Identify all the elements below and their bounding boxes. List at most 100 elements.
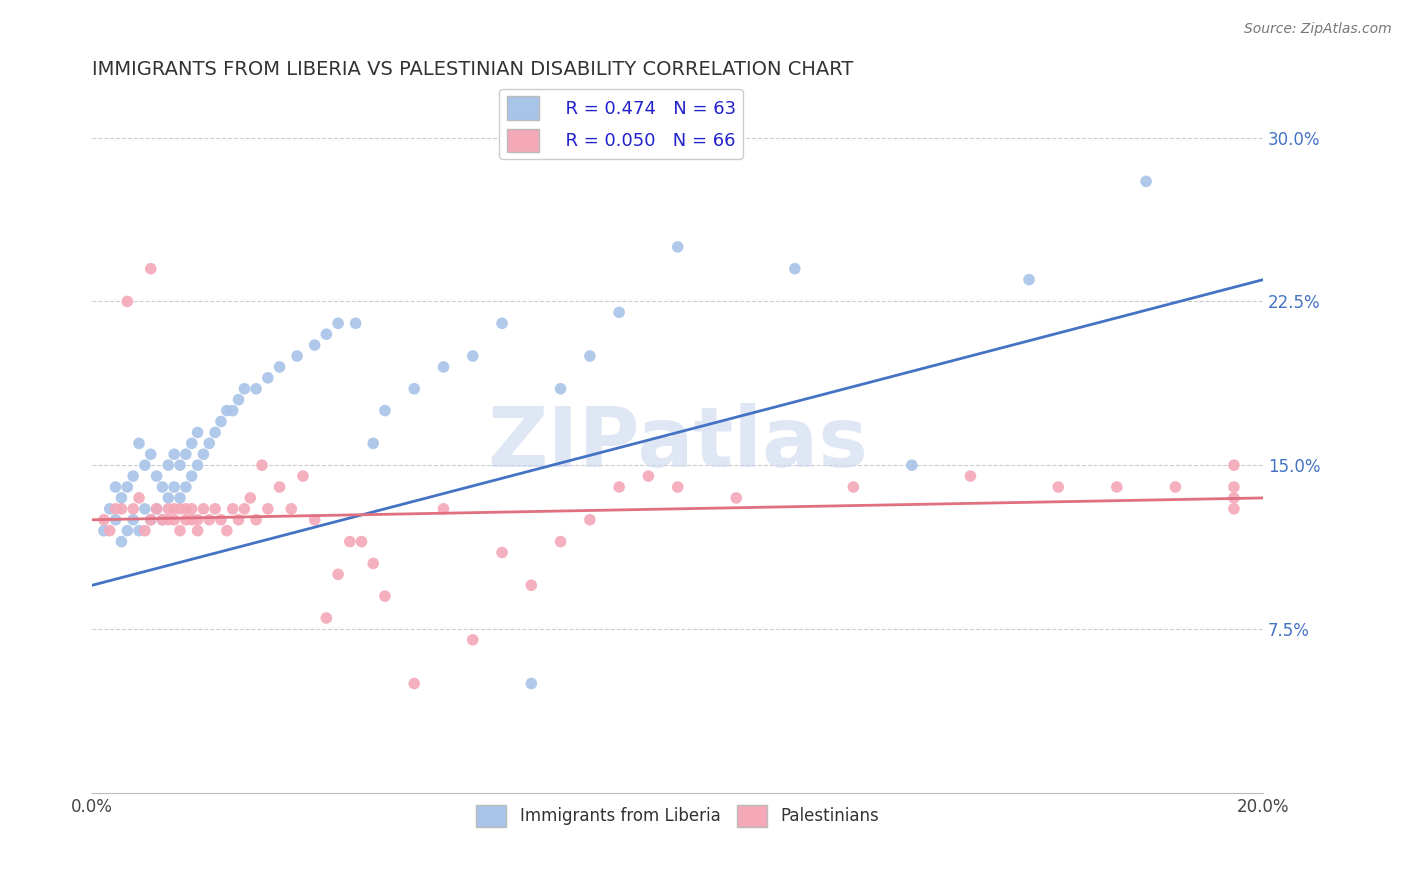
Point	[285, 349, 308, 363]
Point	[139, 447, 162, 461]
Point	[104, 513, 127, 527]
Point	[139, 261, 162, 276]
Point	[326, 567, 349, 582]
Point	[842, 480, 865, 494]
Point	[520, 676, 543, 690]
Point	[1223, 491, 1246, 505]
Point	[193, 447, 215, 461]
Point	[1105, 480, 1128, 494]
Point	[344, 316, 367, 330]
Point	[1164, 480, 1187, 494]
Point	[959, 469, 981, 483]
Point	[139, 513, 162, 527]
Point	[174, 513, 197, 527]
Point	[461, 349, 484, 363]
Point	[550, 534, 572, 549]
Point	[228, 392, 250, 407]
Point	[174, 501, 197, 516]
Point	[901, 458, 924, 473]
Legend: Immigrants from Liberia, Palestinians: Immigrants from Liberia, Palestinians	[470, 798, 886, 833]
Point	[304, 513, 326, 527]
Point	[245, 382, 267, 396]
Point	[725, 491, 748, 505]
Point	[117, 294, 139, 309]
Point	[209, 415, 232, 429]
Point	[269, 480, 291, 494]
Point	[117, 480, 139, 494]
Point	[139, 513, 162, 527]
Point	[93, 513, 115, 527]
Point	[250, 458, 273, 473]
Point	[666, 240, 689, 254]
Point	[134, 524, 156, 538]
Point	[169, 524, 191, 538]
Point	[152, 513, 174, 527]
Point	[187, 458, 209, 473]
Text: IMMIGRANTS FROM LIBERIA VS PALESTINIAN DISABILITY CORRELATION CHART: IMMIGRANTS FROM LIBERIA VS PALESTINIAN D…	[93, 60, 853, 78]
Point	[404, 676, 426, 690]
Point	[145, 501, 167, 516]
Point	[98, 501, 121, 516]
Point	[550, 382, 572, 396]
Point	[204, 425, 226, 440]
Point	[1047, 480, 1070, 494]
Point	[122, 501, 145, 516]
Point	[245, 513, 267, 527]
Point	[163, 501, 186, 516]
Point	[1223, 501, 1246, 516]
Point	[637, 469, 659, 483]
Point	[222, 501, 245, 516]
Point	[128, 524, 150, 538]
Point	[134, 501, 156, 516]
Point	[163, 480, 186, 494]
Point	[110, 534, 132, 549]
Text: Source: ZipAtlas.com: Source: ZipAtlas.com	[1244, 22, 1392, 37]
Point	[157, 513, 180, 527]
Point	[152, 480, 174, 494]
Point	[122, 469, 145, 483]
Point	[180, 436, 202, 450]
Point	[361, 557, 384, 571]
Point	[1223, 458, 1246, 473]
Point	[233, 382, 256, 396]
Point	[198, 436, 221, 450]
Point	[104, 501, 127, 516]
Point	[579, 349, 602, 363]
Point	[404, 382, 426, 396]
Point	[491, 545, 513, 559]
Point	[187, 524, 209, 538]
Point	[169, 458, 191, 473]
Point	[315, 327, 337, 342]
Point	[110, 501, 132, 516]
Point	[491, 316, 513, 330]
Point	[169, 501, 191, 516]
Point	[228, 513, 250, 527]
Point	[326, 316, 349, 330]
Point	[222, 403, 245, 417]
Point	[269, 359, 291, 374]
Point	[432, 359, 454, 374]
Point	[291, 469, 314, 483]
Point	[180, 513, 202, 527]
Point	[461, 632, 484, 647]
Point	[304, 338, 326, 352]
Point	[361, 436, 384, 450]
Point	[122, 513, 145, 527]
Point	[152, 513, 174, 527]
Point	[174, 480, 197, 494]
Point	[1223, 480, 1246, 494]
Point	[607, 305, 630, 319]
Point	[157, 491, 180, 505]
Point	[374, 589, 396, 603]
Point	[110, 491, 132, 505]
Point	[128, 436, 150, 450]
Point	[239, 491, 262, 505]
Point	[1018, 272, 1040, 286]
Point	[93, 524, 115, 538]
Point	[350, 534, 373, 549]
Point	[520, 578, 543, 592]
Point	[145, 501, 167, 516]
Point	[666, 480, 689, 494]
Point	[193, 501, 215, 516]
Point	[163, 513, 186, 527]
